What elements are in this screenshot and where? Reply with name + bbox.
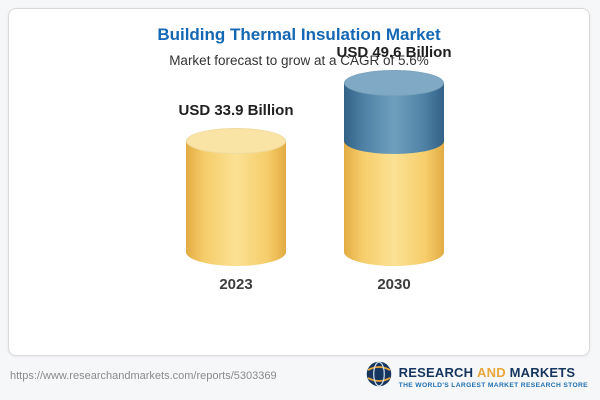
logo-text-markets: MARKETS xyxy=(509,364,576,380)
researchandmarkets-logo[interactable]: RESEARCH AND MARKETS THE WORLD'S LARGEST… xyxy=(365,360,588,393)
cylinder-top-cap-2023 xyxy=(186,128,286,154)
footer: https://www.researchandmarkets.com/repor… xyxy=(0,356,600,400)
year-label-2030: 2030 xyxy=(377,276,411,293)
report-url[interactable]: https://www.researchandmarkets.com/repor… xyxy=(10,370,277,382)
page-subtitle: Market forecast to grow at a CAGR of 5.6… xyxy=(169,53,429,68)
cylinder-2030 xyxy=(344,70,444,266)
page-title: Building Thermal Insulation Market xyxy=(157,25,441,44)
value-label-2023: USD 33.9 Billion xyxy=(178,102,294,119)
logo-wordmark: RESEARCH AND MARKETS xyxy=(399,365,588,380)
cylinder-base-segment-2030 xyxy=(344,141,444,266)
logo-text-block: RESEARCH AND MARKETS THE WORLD'S LARGEST… xyxy=(399,365,588,389)
cylinder-2023 xyxy=(186,128,286,266)
logo-text-and: AND xyxy=(477,364,506,380)
researchandmarkets-logo-icon xyxy=(365,360,393,393)
logo-text-research: RESEARCH xyxy=(398,364,474,380)
value-label-2030: USD 49.6 Billion xyxy=(336,44,452,61)
chart-card: Building Thermal Insulation Market Marke… xyxy=(8,8,590,356)
year-label-2023: 2023 xyxy=(219,276,253,293)
bar-group-2030: USD 49.6 Billion 2030 xyxy=(336,44,451,293)
cylinder-body-2023 xyxy=(186,141,286,266)
logo-tagline: THE WORLD'S LARGEST MARKET RESEARCH STOR… xyxy=(398,381,588,389)
bar-group-2023: USD 33.9 Billion 2023 xyxy=(178,102,293,293)
cylinder-top-cap-2030 xyxy=(344,70,444,96)
